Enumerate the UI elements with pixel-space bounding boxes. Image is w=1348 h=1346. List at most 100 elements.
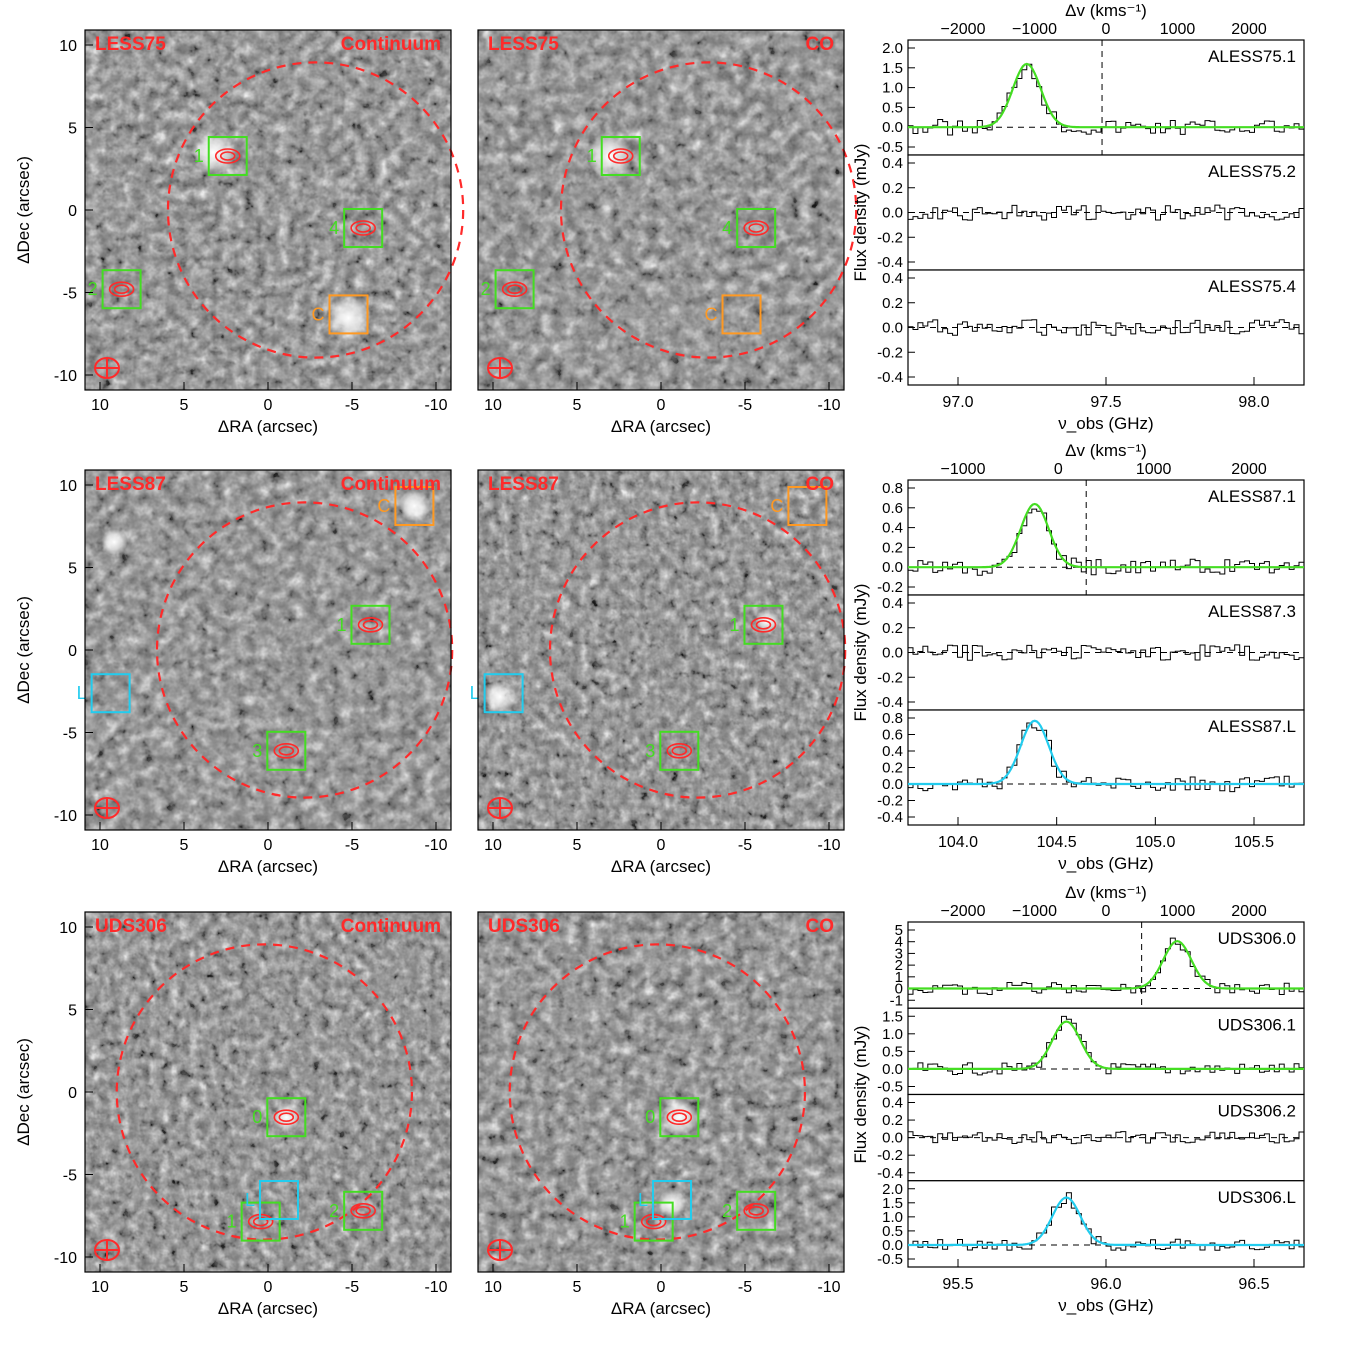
source-label: 0 — [645, 1107, 655, 1127]
x-tick-label: 96.5 — [1238, 1276, 1269, 1293]
spectrum-frame — [907, 921, 1305, 1009]
source-label: 1 — [729, 615, 739, 635]
spectrum-line — [907, 1131, 1304, 1145]
y-tick-label: 0.4 — [882, 743, 903, 760]
top-tick-label: −1000 — [1012, 21, 1057, 38]
source-label: L — [470, 683, 480, 703]
contour — [355, 223, 371, 233]
map-title: LESS75 — [488, 34, 559, 55]
spectrum-name: ALESS75.4 — [1208, 277, 1296, 296]
top-tick-label: 0 — [1054, 461, 1063, 478]
source-label: L — [638, 1190, 648, 1210]
top-tick-label: 2000 — [1231, 21, 1267, 38]
top-axis-label: Δv (kms⁻¹) — [1065, 441, 1147, 460]
contour — [355, 1206, 371, 1216]
y-axis-label: ΔDec (arcsec) — [14, 596, 33, 704]
contour — [350, 1203, 376, 1219]
y-tick-label: 0.2 — [882, 620, 903, 637]
x-tick-label: -10 — [817, 837, 840, 854]
noise-image — [85, 30, 451, 390]
x-tick-label: 104.0 — [938, 834, 978, 851]
source-label: 2 — [722, 1201, 732, 1221]
source-label: 3 — [645, 741, 655, 761]
contour — [506, 284, 523, 295]
x-tick-label: 10 — [484, 1279, 502, 1296]
y-tick-label: 1 — [895, 969, 903, 986]
y-tick-label: -0.2 — [877, 669, 903, 686]
spectrum-name: ALESS87.L — [1208, 717, 1296, 736]
spectrum-frame — [907, 39, 1305, 156]
contour — [273, 1109, 300, 1125]
spectrum-name: UDS306.L — [1218, 1188, 1296, 1207]
contour — [113, 284, 130, 295]
y-tick-label: 0.2 — [882, 295, 903, 312]
top-tick-label: 0 — [1102, 21, 1111, 38]
top-tick-label: −1000 — [941, 461, 986, 478]
source-label: C — [770, 496, 783, 516]
y-tick-label: 10 — [59, 920, 77, 937]
source-label: 2 — [329, 1201, 339, 1221]
contour — [750, 616, 777, 633]
y-tick-label: -0.4 — [877, 254, 903, 271]
contour — [357, 616, 384, 633]
y-tick-label: 0.0 — [882, 645, 903, 662]
x-tick-label: -10 — [817, 397, 840, 414]
y-tick-label: -5 — [63, 726, 77, 743]
bright-source — [483, 680, 516, 713]
spectra-less87: Δv (kms⁻¹)−1000 0 1000 2000ALESS87.10.80.60… — [851, 441, 1305, 873]
gaussian-fit — [908, 939, 1304, 990]
y-tick-label: 0.4 — [882, 155, 903, 172]
map-subtitle: CO — [806, 34, 835, 55]
y-tick-label: 0.2 — [882, 539, 903, 556]
y-axis-label: Flux density (mJy) — [851, 1026, 870, 1164]
source-box — [350, 604, 391, 645]
top-tick-label: 0 — [1102, 903, 1111, 920]
x-tick-label: 5 — [573, 397, 582, 414]
gaussian-fit — [908, 1020, 1304, 1070]
y-tick-label: 0 — [68, 643, 77, 660]
gaussian-fit — [908, 62, 1304, 129]
y-tick-label: 0.5 — [882, 1043, 903, 1060]
contour — [666, 1109, 693, 1125]
y-tick-label: -0.4 — [877, 1165, 903, 1182]
contour — [743, 220, 769, 236]
y-tick-label: 0.4 — [882, 595, 903, 612]
spectra-less75: Δv (kms⁻¹) −2000 −1000 0 1000 2000 ALESS75.1 2.… — [851, 1, 1305, 433]
y-tick-label: 3 — [895, 945, 903, 962]
x-axis-label: ΔRA (arcsec) — [218, 1299, 318, 1318]
primary-beam-circle — [559, 61, 858, 359]
contour — [748, 1206, 764, 1216]
top-tick-label: 1000 — [1136, 461, 1172, 478]
source-label: L — [77, 683, 87, 703]
spectrum-panel: UDS306.2 0.40.20.0-0.2-0.4 — [877, 1093, 1305, 1182]
bright-source — [272, 1103, 301, 1132]
x-tick-label: 96.0 — [1090, 1276, 1121, 1293]
x-axis-label: ΔRA (arcsec) — [611, 857, 711, 876]
spectrum-name: UDS306.0 — [1218, 929, 1296, 948]
x-tick-label: -5 — [345, 1279, 359, 1296]
bright-source — [326, 296, 371, 340]
source-label: L — [245, 1190, 255, 1210]
x-tick-label: 105.5 — [1234, 834, 1274, 851]
source-box — [343, 1190, 384, 1231]
source-label: 1 — [336, 615, 346, 635]
y-tick-label: 1.0 — [882, 1209, 903, 1226]
y-tick-label: 0 — [68, 203, 77, 220]
y-tick-label: 1.0 — [882, 1026, 903, 1043]
y-tick-label: -0.2 — [877, 579, 903, 596]
y-tick-label: 2.0 — [882, 40, 903, 57]
bright-source — [661, 1099, 698, 1136]
spectrum-frame — [907, 709, 1305, 826]
y-axis-label: ΔDec (arcsec) — [14, 156, 33, 264]
y-tick-label: 0.4 — [882, 270, 903, 287]
y-tick-label: 0.2 — [882, 1112, 903, 1129]
y-tick-label: -0.5 — [877, 139, 903, 156]
spectrum-name: ALESS75.2 — [1208, 162, 1296, 181]
y-tick-label: 0.8 — [882, 710, 903, 727]
x-tick-label: 0 — [657, 1279, 666, 1296]
spectrum-panel: ALESS75.2 0.4 0.2 0.0 -0.2 -0.4 — [877, 154, 1305, 271]
source-label: 0 — [252, 1107, 262, 1127]
x-tick-label: 98.0 — [1238, 394, 1269, 411]
y-tick-label: 0.0 — [882, 1061, 903, 1078]
